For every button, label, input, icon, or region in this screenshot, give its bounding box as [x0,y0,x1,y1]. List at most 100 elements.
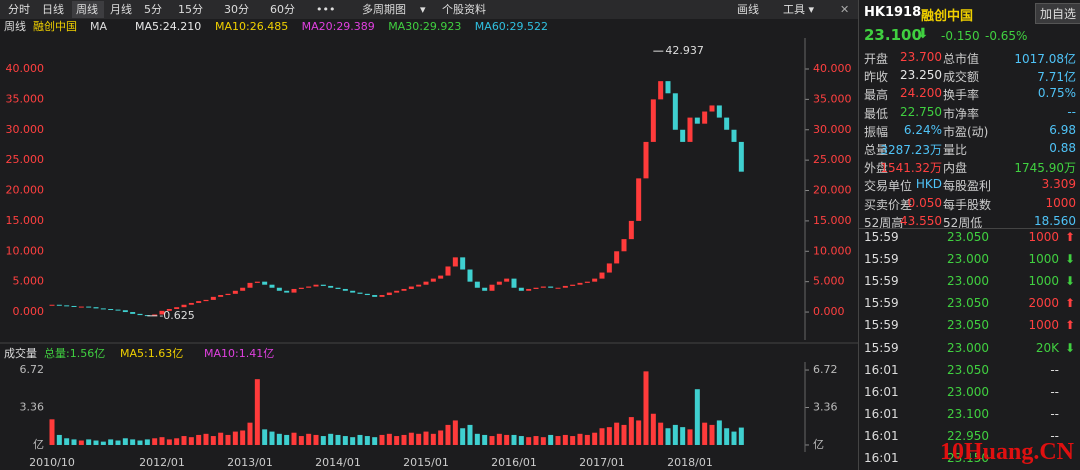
volume-bar [269,431,275,445]
change: -0.150 [941,29,980,43]
candle [416,284,422,287]
y-tick-label-right: 6.72 [813,363,838,376]
volume-bar [650,413,656,445]
y-tick-label: 30.000 [6,123,45,136]
field-value: 1541.32万 [880,161,942,176]
volume-bar [152,438,158,445]
volume-bar [386,433,392,445]
volume-bar [694,389,700,445]
volume-bar [562,434,568,445]
candle [621,239,627,252]
volume-bar [665,428,671,445]
toolbar-tab[interactable]: 60分 [270,3,295,16]
volume-bar [115,440,121,445]
candle [658,81,664,100]
field-label: 市净率 [943,106,980,121]
candle [540,286,546,288]
candle [423,281,429,285]
volume-bar [306,433,312,445]
field-label: 换手率 [943,88,980,103]
volume-bar [166,439,172,445]
candle [379,295,385,297]
field-label: 振幅 [864,124,889,139]
toolbar-tab[interactable]: 日线 [42,2,64,16]
toolbar-tab[interactable]: 多周期图 [362,2,406,16]
y-tick-label: 35.000 [6,92,45,105]
trade-price: 23.000 [947,384,989,399]
toolbar-tool[interactable]: 工具 ▾ [783,3,814,16]
candle [628,220,634,240]
trade-arrow: ⬆ [1064,296,1075,311]
volume-bar [526,437,532,445]
volume-bar [342,436,348,445]
candle [100,308,106,310]
volume-bar [584,434,590,445]
watermark: 10Huang.CN [939,439,1074,465]
candle [665,81,671,94]
toolbar-tab[interactable]: 分时 [8,3,30,16]
y-tick-label-right: 35.000 [813,92,852,105]
y-tick-label-right: 20.000 [813,184,852,197]
candle [592,278,598,282]
y-tick-label-right: 40.000 [813,62,852,75]
ma-legend: MA60:29.522 [475,20,548,33]
candle [650,99,656,142]
add-watchlist[interactable]: 加自选 [1035,3,1080,24]
volume-bar [452,420,458,445]
candle [562,285,568,288]
candle [247,282,253,288]
field-label: 交易单位 [864,179,913,194]
toolbar-tab[interactable]: 周线 [76,2,98,16]
volume-bar [276,433,282,445]
volume-bar [724,428,730,445]
trade-price: 22.950 [947,428,989,443]
candle [188,302,194,305]
high-label: 42.937 [665,44,704,57]
candle [438,275,444,279]
candle [724,117,730,130]
toolbar-tab[interactable]: 月线 [110,2,132,16]
toolbar-tab[interactable]: ••• [316,3,335,16]
toolbar-tab[interactable]: 30分 [224,3,249,16]
toolbar-tab[interactable]: 5分 [144,3,162,16]
candle [606,263,612,273]
candle [166,309,172,311]
candle [130,312,136,314]
candle [555,287,561,289]
candle [64,305,70,307]
volume-bar [262,429,268,445]
volume-bar [555,436,561,445]
indicator[interactable]: MA [90,20,107,33]
toolbar-tab[interactable]: ▾ [420,3,426,16]
trade-volume: -- [1050,406,1059,421]
toolbar-tool[interactable]: 画线 [737,2,759,16]
volume-bar [592,432,598,445]
candle [262,281,268,285]
candle [716,105,722,118]
volume-bar [240,430,246,445]
candle [174,307,180,310]
volume-bar [254,379,260,445]
volume-bar [188,437,194,445]
candle [687,117,693,142]
trade-volume: 1000 [1028,274,1059,289]
volume-bar [100,441,106,445]
toolbar-tab[interactable]: 15分 [178,3,203,16]
candle [452,257,458,267]
field-label: 昨收 [864,70,889,85]
volume-bar [71,439,77,445]
price-arrow: ⬇ [917,26,929,42]
y-tick-label: 亿 [33,438,44,451]
volume-bar [606,427,612,445]
field-value: 7.71亿 [1037,70,1076,85]
trade-price: 23.150 [947,451,989,465]
trade-time: 15:59 [864,318,899,333]
y-tick-label: 15.000 [6,214,45,227]
volume-bar [570,436,576,445]
volume-label: 成交量 [4,346,37,360]
stock-code: HK1918 [864,5,922,20]
x-tick-label: 2010/10 [29,456,75,469]
toolbar-tab[interactable]: 个股资料 [442,2,486,16]
x-tick-label: 2018/01 [667,456,713,469]
field-label: 市盈(动) [943,124,989,139]
